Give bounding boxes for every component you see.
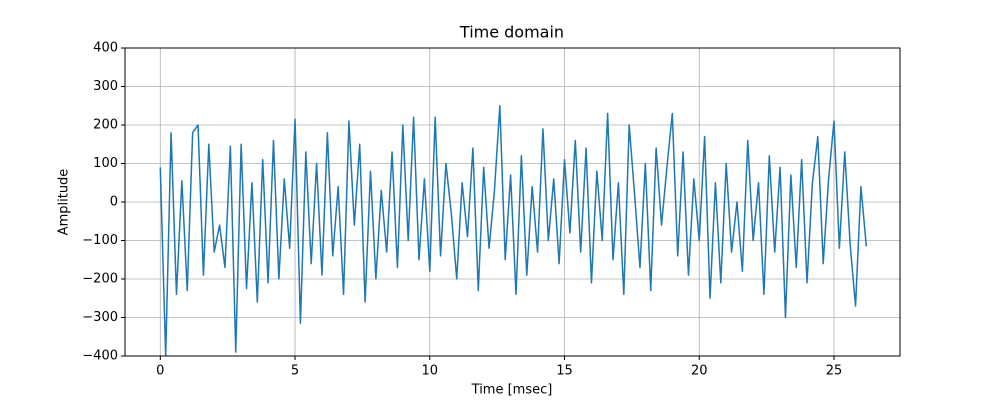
x-tick-label: 0 — [156, 364, 164, 379]
y-tick-label: −300 — [82, 310, 118, 325]
y-tick-label: 100 — [93, 156, 118, 171]
y-tick-label: −400 — [82, 349, 118, 364]
x-tick-label: 15 — [556, 364, 573, 379]
y-tick-label: 300 — [93, 79, 118, 94]
y-tick-label: −200 — [82, 272, 118, 287]
plot-area — [159, 105, 868, 356]
x-tick-label: 25 — [826, 364, 843, 379]
x-tick-label: 5 — [291, 364, 299, 379]
y-axis-label: Amplitude — [57, 169, 72, 236]
y-tick-label: −100 — [82, 233, 118, 248]
line-series — [159, 105, 868, 356]
x-tick-label: 10 — [421, 364, 438, 379]
x-tick-label: 20 — [691, 364, 708, 379]
y-tick-label: 400 — [93, 41, 118, 56]
y-tick-label: 0 — [110, 195, 118, 210]
x-axis-label: Time [msec] — [471, 383, 553, 398]
y-tick-label: 200 — [93, 118, 118, 133]
chart-title: Time domain — [459, 23, 564, 42]
